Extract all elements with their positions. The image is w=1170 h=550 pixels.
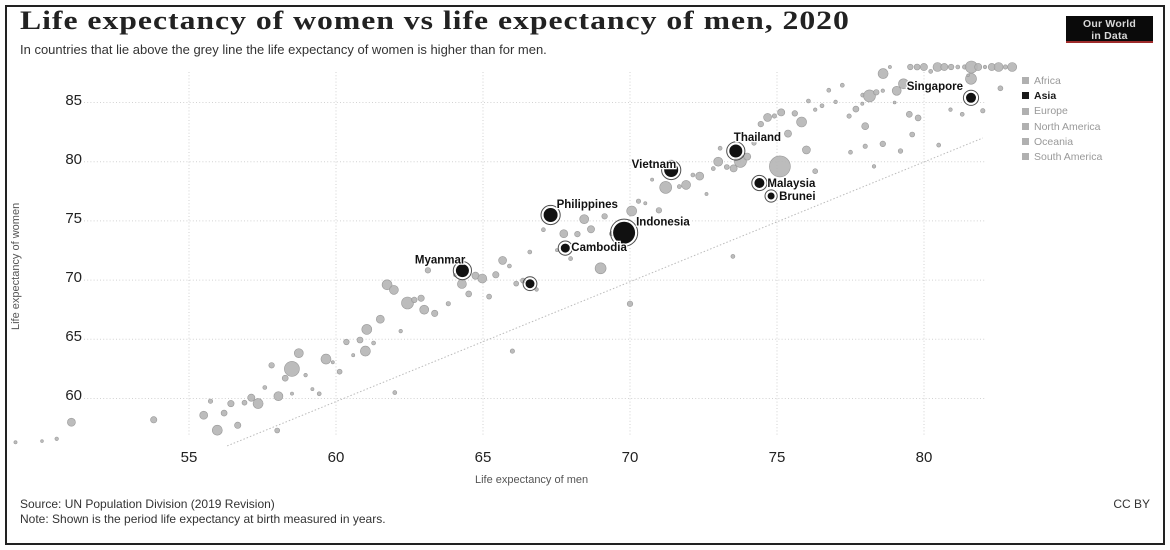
svg-text:Myanmar: Myanmar [415,255,466,267]
svg-text:Thailand: Thailand [734,132,781,144]
svg-text:Vietnam: Vietnam [632,159,677,171]
svg-text:Cambodia: Cambodia [571,242,627,254]
svg-text:Philippines: Philippines [557,199,618,211]
svg-text:Singapore: Singapore [907,81,963,93]
svg-text:Indonesia: Indonesia [636,217,690,229]
svg-text:Brunei: Brunei [779,191,815,203]
svg-text:Malaysia: Malaysia [767,178,816,190]
